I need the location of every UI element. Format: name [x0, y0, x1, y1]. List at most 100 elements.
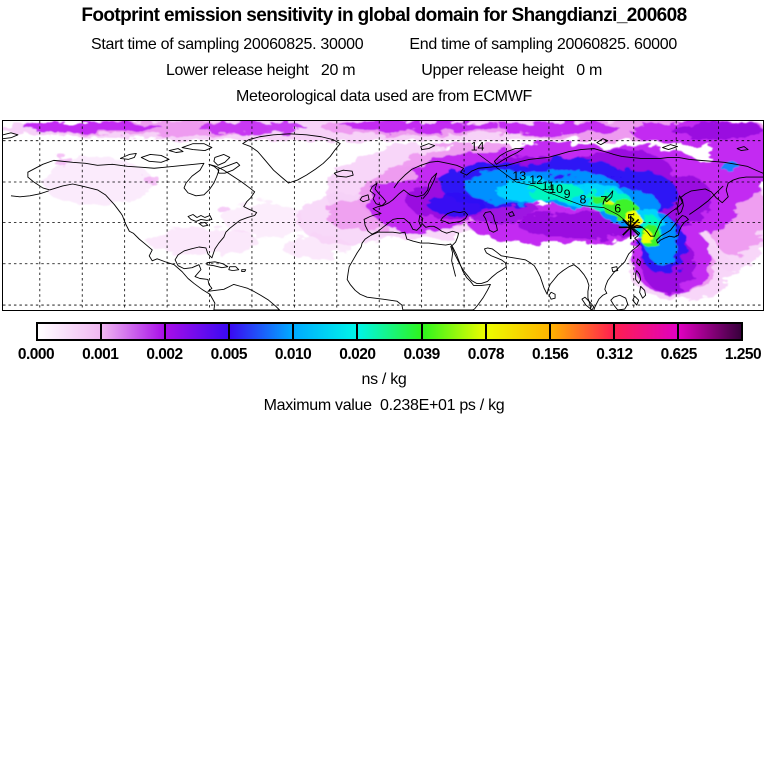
coastline [548, 291, 556, 300]
coastline [604, 190, 614, 203]
colorbar-tick-label: 0.625 [660, 346, 698, 363]
coastline [119, 153, 137, 160]
sensitivity-blob [281, 235, 352, 259]
sensitivity-blob [528, 184, 584, 202]
coastline [593, 176, 763, 310]
sensitivity-blob [605, 200, 614, 207]
coastline [363, 172, 592, 310]
sensitivity-blob [147, 227, 257, 255]
coastline [483, 211, 498, 233]
coastline [610, 294, 629, 310]
coastline [596, 138, 609, 146]
sensitivity-field-layer [3, 121, 763, 301]
coastline [213, 154, 231, 166]
coastline [450, 245, 457, 277]
coastline [611, 266, 619, 273]
coastline [206, 261, 229, 269]
sensitivity-blob [591, 194, 610, 205]
coastline [493, 148, 524, 165]
coastline [440, 211, 469, 224]
colorbar-segment [548, 324, 613, 339]
sensitivity-blob [217, 205, 230, 214]
coastline [228, 266, 240, 272]
end-time-label: End time of sampling 20060825. 60000 [409, 36, 677, 53]
sensitivity-blob [427, 192, 484, 217]
colorbar-segment [228, 324, 293, 339]
source-star-marker [622, 218, 640, 236]
sensitivity-blob [500, 121, 620, 135]
colorbar-segment [420, 324, 485, 339]
coastline [181, 143, 213, 151]
trajectory-hour-label: 6 [614, 202, 621, 216]
sensitivity-blob [671, 121, 763, 140]
colorbar-ticks: 0.000 0.001 0.002 0.005 0.010 0.020 0.039 0.078… [0, 346, 768, 364]
colorbar-tick-label: 0.005 [210, 346, 248, 363]
lower-release-label: Lower release height 20 m [165, 62, 356, 79]
upper-release-label: Upper release height 0 m [421, 62, 603, 79]
coastline [140, 154, 170, 163]
coastline [168, 148, 184, 153]
colorbar-segment [164, 324, 229, 339]
coastline [217, 161, 241, 174]
colorbar-tick-label: 0.002 [146, 346, 183, 363]
colorbar-tick-label: 0.010 [274, 346, 312, 363]
world-footprint-map: 141312111098765 [2, 120, 764, 311]
coastline [635, 270, 642, 284]
trajectory-layer: 141312111098765 [471, 140, 643, 240]
coastline [369, 182, 387, 207]
colorbar-segment [356, 324, 421, 339]
colorbar-segment [484, 324, 549, 339]
coastline [359, 194, 370, 203]
graticule [3, 121, 763, 310]
trajectory-hour-label: 10 [549, 182, 563, 196]
coastline [393, 148, 763, 189]
colorbar-tick-label: 0.078 [467, 346, 505, 363]
release-height-row: Lower release height 20 m Upper release … [0, 62, 768, 80]
coastline [10, 190, 49, 198]
coastline [677, 195, 684, 215]
coastline [241, 269, 247, 273]
met-data-label: Meteorological data used are from ECMWF [236, 88, 532, 105]
trajectory-hour-label: 7 [600, 194, 607, 208]
colorbar-segment [676, 324, 742, 339]
coastline [632, 295, 640, 306]
colorbar-tick-label: 0.000 [17, 346, 55, 363]
colorbar-segment [100, 324, 165, 339]
map-svg: 141312111098765 [3, 121, 763, 310]
sensitivity-blob [341, 121, 501, 132]
coastline [656, 215, 689, 244]
coastline [420, 143, 436, 150]
trajectory-hour-label: 14 [471, 140, 485, 154]
coastline [27, 159, 280, 310]
trajectory-hour-label: 13 [512, 169, 526, 183]
coastline [636, 258, 642, 267]
coastline [507, 211, 515, 217]
trajectory-hour-label: 8 [579, 193, 586, 207]
colorbar-tick-label: 0.020 [339, 346, 376, 363]
colorbar-tick-label: 1.250 [724, 346, 762, 363]
coastline [581, 296, 595, 310]
page-title: Footprint emission sensitivity in global… [81, 5, 687, 26]
coastline [242, 133, 341, 184]
trajectory-hour-label: 9 [564, 187, 571, 201]
colorbar-tick-label: 0.001 [82, 346, 119, 363]
maximum-value-label: Maximum value 0.238E+01 ps / kg [263, 397, 505, 414]
trajectory-hour-label: 11 [542, 179, 555, 193]
colorbar-tick-label: 0.312 [596, 346, 633, 363]
coastline [736, 146, 749, 151]
sensitivity-blob [642, 230, 653, 247]
start-time-label: Start time of sampling 20060825. 30000 [91, 36, 364, 53]
coastline [689, 185, 724, 215]
coastline [639, 285, 647, 299]
colorbar-units-label: ns / kg [361, 371, 407, 388]
coastline [187, 214, 213, 222]
coastline [333, 169, 354, 178]
sensitivity-blob [22, 121, 163, 133]
colorbar-segment [612, 324, 677, 339]
coastline [346, 231, 491, 310]
trajectory-hour-label: 12 [529, 173, 543, 187]
colorbar-tick-label: 0.039 [403, 346, 440, 363]
colorbar-segment [38, 324, 101, 339]
sampling-time-row: Start time of sampling 20060825. 30000 E… [0, 36, 768, 54]
